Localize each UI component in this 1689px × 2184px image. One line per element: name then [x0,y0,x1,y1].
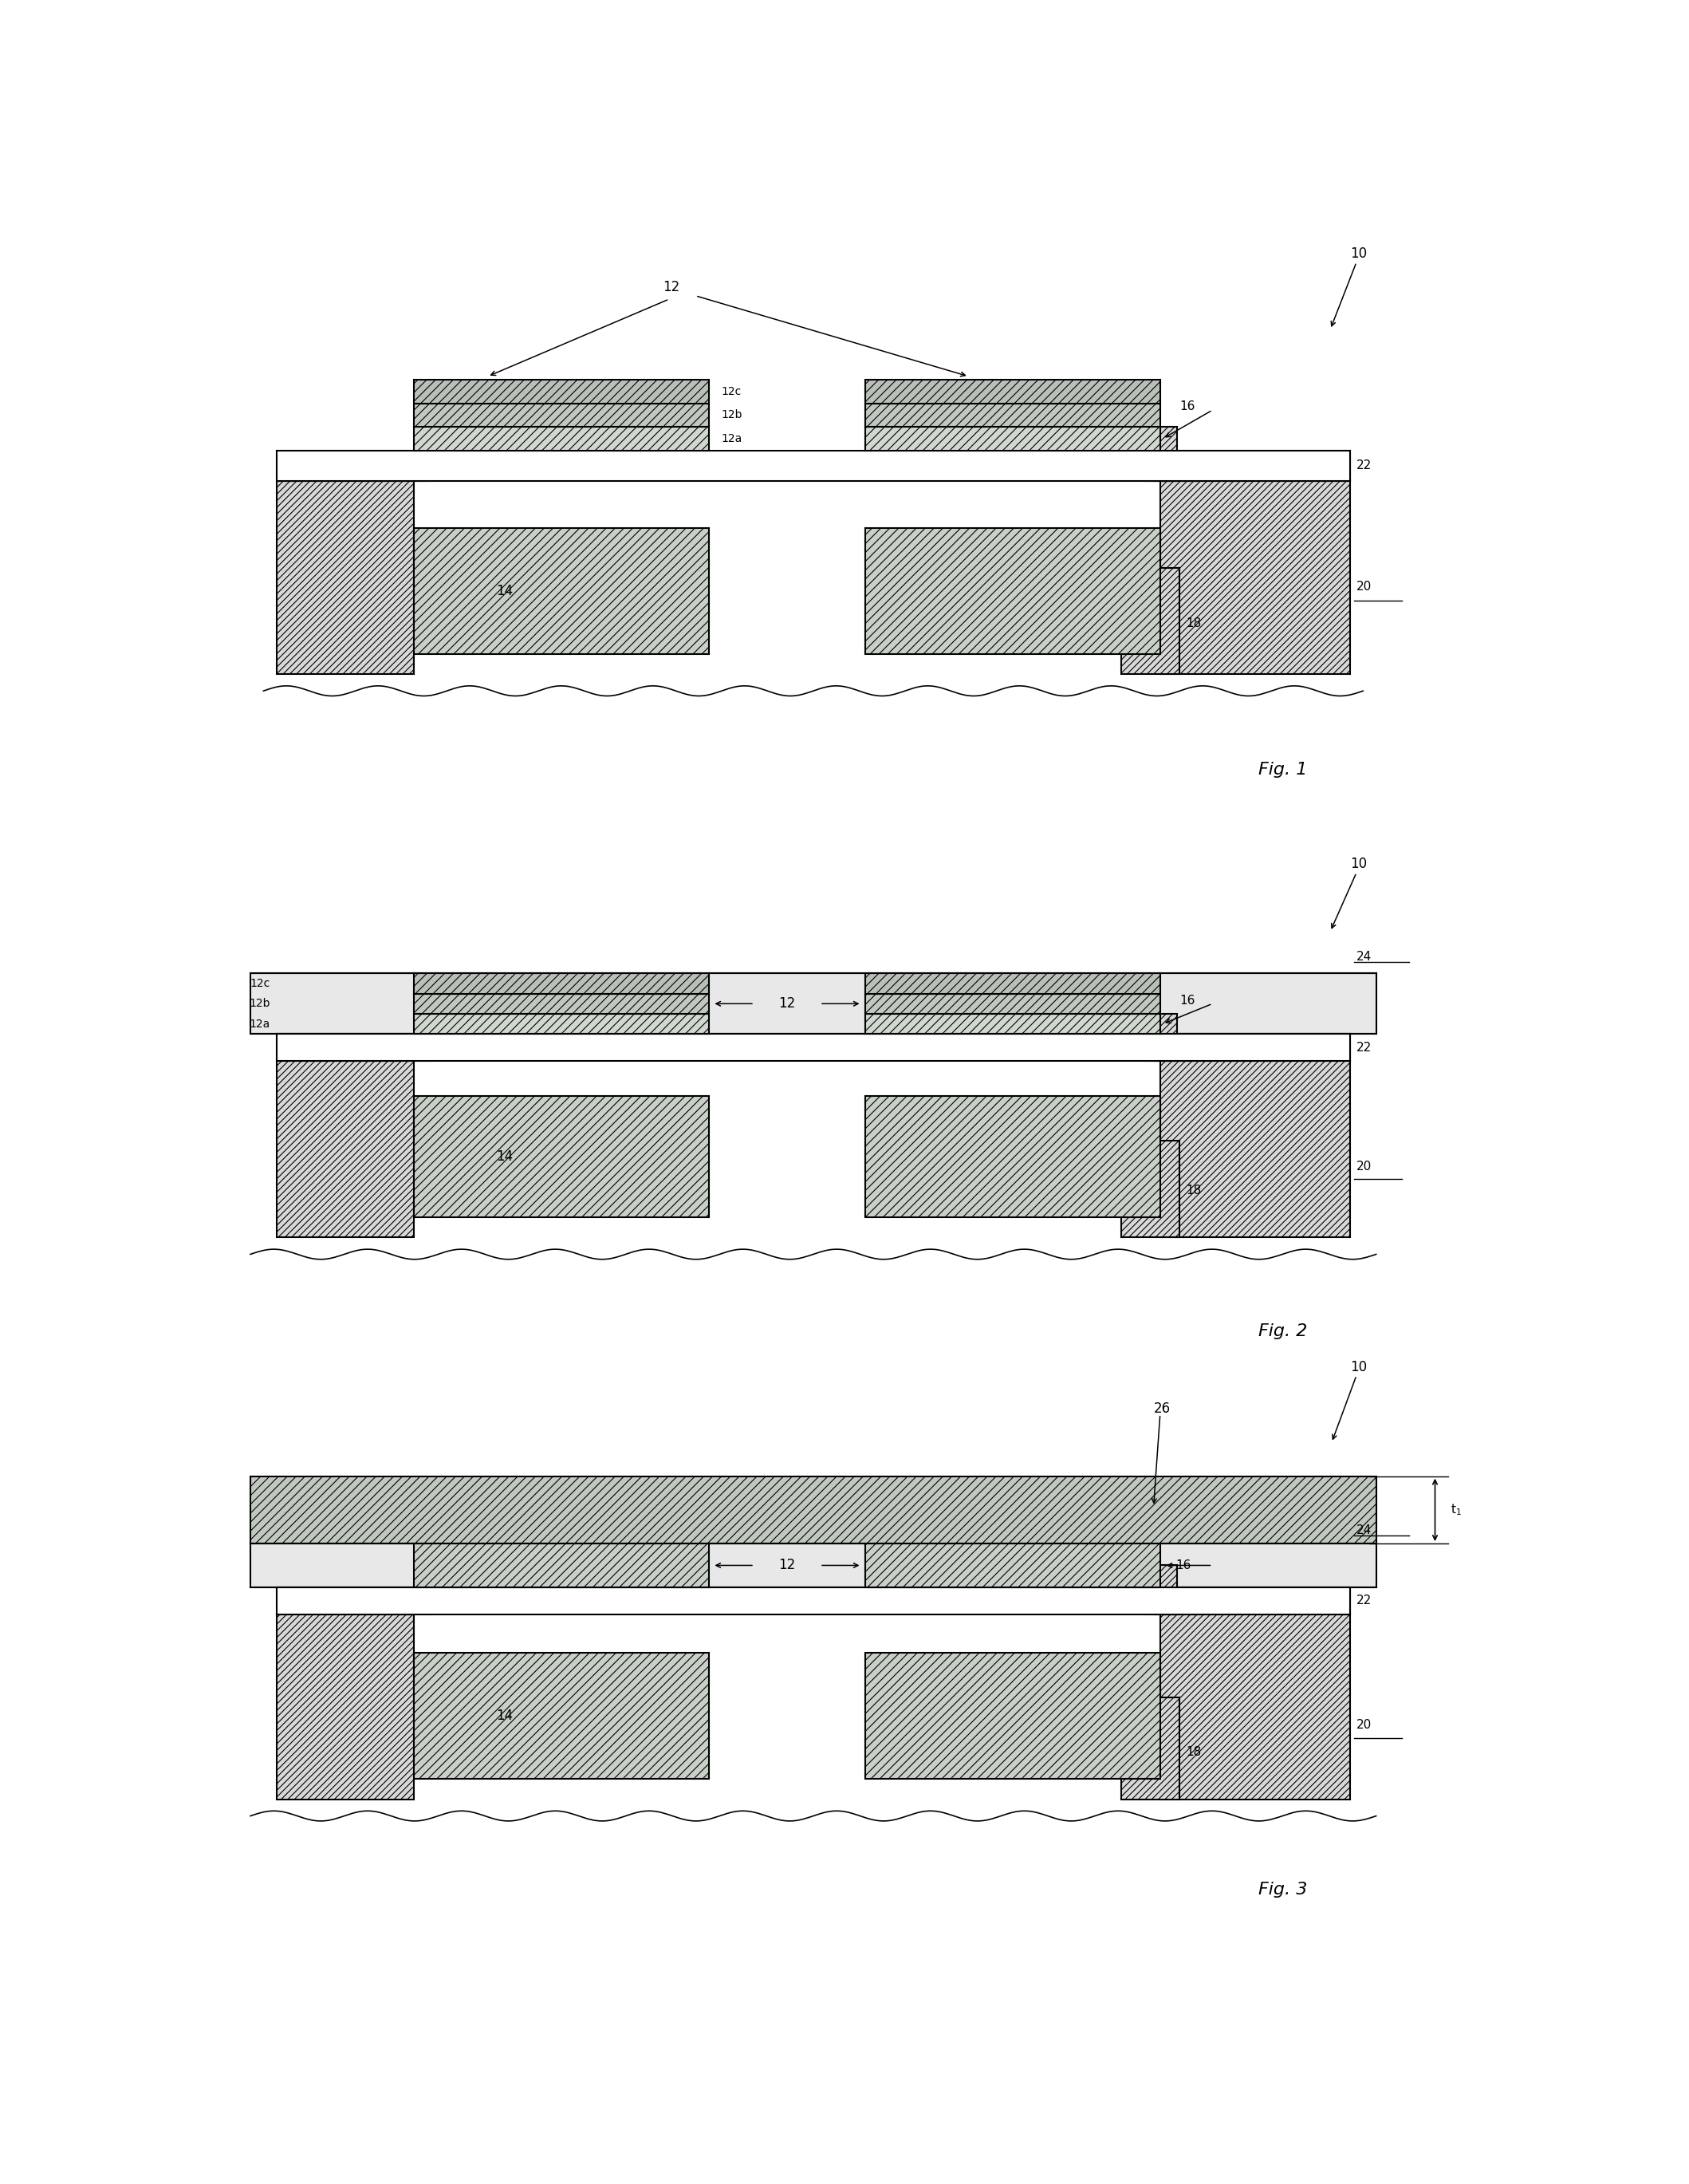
Text: 16: 16 [1176,1559,1191,1570]
Bar [865,994,1160,1013]
Bar [865,426,1160,450]
Text: 14: 14 [497,1708,513,1723]
Text: Fig. 3: Fig. 3 [1258,1883,1307,1898]
Text: 20: 20 [1356,1719,1371,1732]
Bar [865,380,1160,404]
Text: 10: 10 [1350,247,1366,260]
Bar [1160,1614,1350,1800]
Bar [414,529,709,653]
Bar [865,1653,1160,1780]
Text: 22: 22 [1356,459,1371,472]
Bar [865,1544,1160,1588]
Bar [250,1476,1377,1544]
Bar [414,974,709,994]
Bar [414,1013,709,1033]
Bar [277,1614,414,1800]
Text: 18: 18 [1186,1184,1201,1197]
Text: 26: 26 [1154,1402,1170,1415]
Text: 16: 16 [1179,400,1196,413]
Text: 12b: 12b [721,411,743,422]
Bar [1160,480,1350,675]
Text: 14: 14 [497,583,513,598]
Bar [277,1588,429,1614]
Text: 12: 12 [779,1557,796,1572]
Bar [414,1544,709,1588]
Bar [277,1061,414,1238]
Text: 10: 10 [1350,1361,1366,1374]
Text: t$_1$: t$_1$ [1451,1503,1461,1518]
Bar [277,450,1350,480]
Bar [414,1096,709,1216]
Bar [414,380,709,404]
Text: 12c: 12c [250,978,270,989]
Bar [1154,1013,1177,1061]
Bar [1121,1697,1179,1800]
Bar [250,974,1377,1033]
Text: Fig. 1: Fig. 1 [1258,762,1307,778]
Bar [1147,450,1350,480]
Bar [277,1033,429,1061]
Bar [277,1033,1350,1061]
Text: 18: 18 [1186,1745,1201,1758]
Bar [865,404,1160,426]
Bar [1145,1033,1350,1061]
Text: 12b: 12b [248,998,270,1009]
Bar [1154,1566,1177,1614]
Bar [414,1653,709,1780]
Bar [250,1544,1377,1588]
Text: 24: 24 [1356,950,1371,963]
Bar [277,480,414,675]
Text: Fig. 2: Fig. 2 [1258,1324,1307,1339]
Bar [414,426,709,450]
Bar [865,529,1160,653]
Bar [1145,1588,1350,1614]
Bar [277,1588,1350,1614]
Text: 12a: 12a [721,432,743,443]
Text: 20: 20 [1356,1162,1371,1173]
Bar [414,404,709,426]
Text: 14: 14 [497,1149,513,1164]
Text: 22: 22 [1356,1042,1371,1053]
Text: 12: 12 [779,996,796,1011]
Bar [865,1013,1160,1033]
Bar [414,994,709,1013]
Bar [1121,1140,1179,1238]
Bar [1154,426,1177,480]
Bar [1160,1061,1350,1238]
Bar [865,1096,1160,1216]
Text: 12: 12 [662,280,679,295]
Bar [865,974,1160,994]
Bar [277,450,427,480]
Text: 12c: 12c [721,387,741,397]
Text: 16: 16 [1179,994,1196,1007]
Text: 24: 24 [1356,1524,1371,1535]
Bar [1121,568,1179,675]
Text: 20: 20 [1356,581,1371,594]
Text: 12a: 12a [248,1018,270,1029]
Text: 10: 10 [1350,856,1366,871]
Text: 18: 18 [1186,618,1201,629]
Text: 22: 22 [1356,1594,1371,1607]
